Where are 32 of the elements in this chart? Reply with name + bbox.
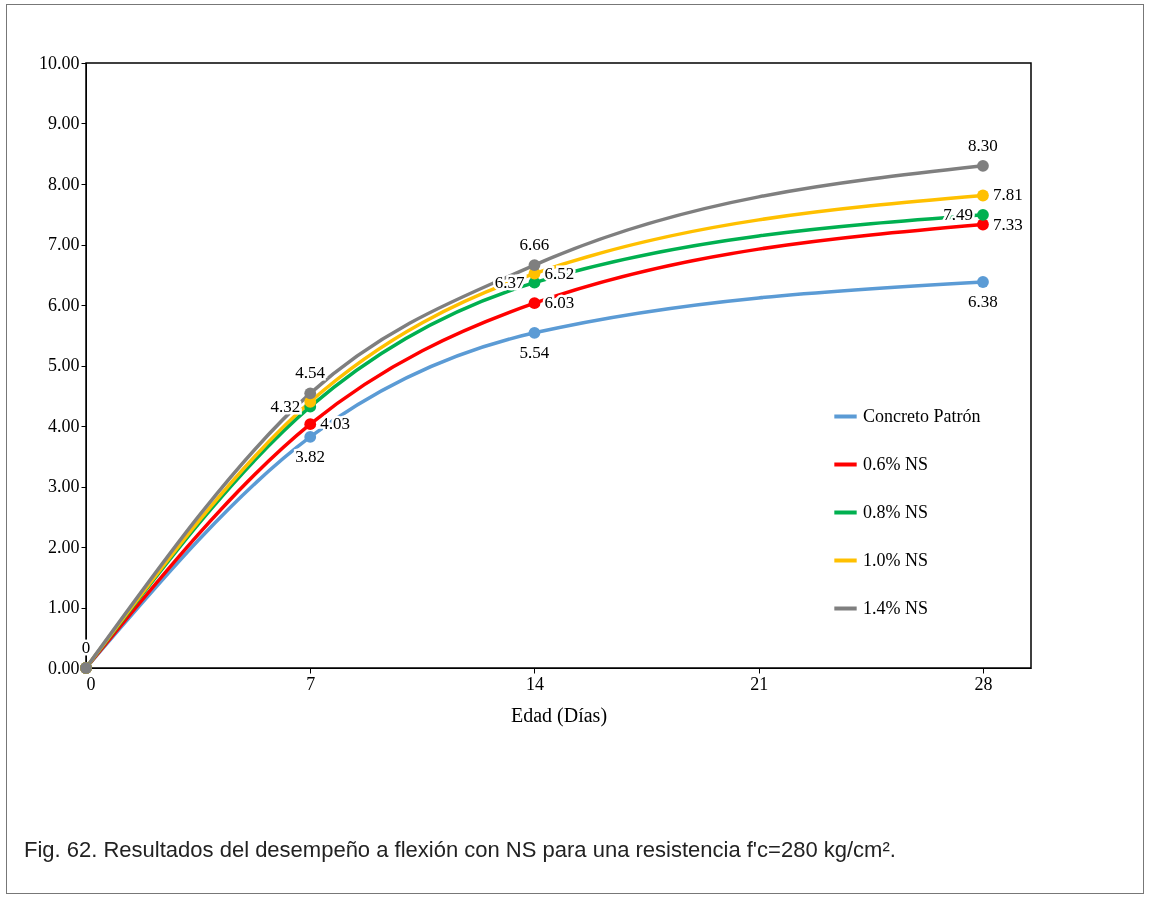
y-tick-label: 7.00 (48, 234, 80, 254)
data-label: 6.66 (519, 235, 550, 255)
y-tick-label: 4.00 (48, 415, 80, 436)
x-tick-label: 14 (525, 673, 544, 694)
legend-label: 1.0% NS (863, 549, 929, 570)
y-tick-label: 6.00 (48, 294, 80, 315)
y-tick-label: 0.00 (48, 657, 80, 678)
y-tick-label: 2.00 (48, 536, 80, 557)
data-label: 7.33 (992, 214, 1023, 234)
y-tick-label: 10.00 (39, 52, 80, 73)
legend-label: 0.8% NS (863, 501, 929, 522)
y-tick-label: 1.00 (48, 597, 80, 617)
data-label: 6.38 (968, 292, 998, 312)
data-label: 3.82 (295, 446, 326, 466)
data-label: 5.54 (519, 342, 550, 362)
data-label: 4.54 (295, 363, 326, 383)
x-tick-label: 7 (306, 673, 316, 694)
x-axis-title: Edad (Días) (510, 703, 608, 727)
caption: Fig. 62. Resultados del desempeño a flexión con NS para una resistencia f'c=280 kg/cm². (24, 836, 897, 864)
y-tick-label: 9.00 (48, 113, 80, 133)
y-tick-label: 3.00 (48, 476, 80, 496)
y-tick-label: 8.00 (48, 173, 80, 194)
data-label: 7.81 (992, 185, 1023, 205)
legend-label: 1.4% NS (863, 597, 929, 618)
x-tick-label: 28 (974, 673, 993, 694)
x-tick-label: 0 (86, 673, 96, 694)
legend-label: 0.6% NS (863, 453, 929, 474)
data-label: 6.03 (544, 293, 575, 313)
legend-label: Concreto Patrón (863, 405, 981, 426)
y-tick-label: 5.00 (48, 355, 80, 375)
x-tick-label: 21 (750, 673, 769, 694)
data-label: 8.30 (968, 135, 998, 155)
